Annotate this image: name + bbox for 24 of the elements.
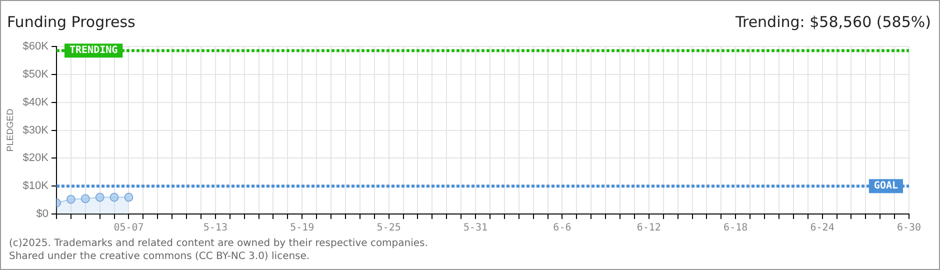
text: Shared under the creative commons (CC BY-NC 3.0) license. bbox=[9, 250, 311, 263]
x-tick-label: 6-30 bbox=[896, 222, 922, 234]
y-tick-label: $40K bbox=[22, 96, 50, 108]
x-tick-label: 5-13 bbox=[203, 222, 228, 234]
x-tick-label: 5-25 bbox=[376, 222, 401, 234]
ref-line-label: TRENDING bbox=[69, 45, 118, 56]
y-tick-label: $20K bbox=[22, 152, 50, 164]
x-tick-label: 6-12 bbox=[636, 222, 661, 234]
x-tick-label: 5-19 bbox=[290, 222, 314, 234]
y-axis-title: PLEDGED bbox=[4, 108, 15, 152]
y-tick-label: $60K bbox=[22, 40, 50, 53]
chart-title: Funding Progress bbox=[7, 13, 136, 31]
text: (c)2025. Trademarks and related content are owned by their respective companies. bbox=[9, 237, 428, 250]
y-tick-label: $50K bbox=[22, 68, 50, 81]
y-tick-label: $0 bbox=[36, 208, 48, 220]
ref-line-label: GOAL bbox=[874, 180, 898, 192]
x-tick-label: 6-24 bbox=[810, 222, 834, 234]
x-tick-label: 6-18 bbox=[724, 222, 748, 234]
x-tick-label: 6-6 bbox=[553, 222, 572, 234]
y-tick-label: $30K bbox=[22, 124, 50, 136]
y-tick-label: $10K bbox=[22, 180, 50, 192]
text: Trending: $58,560 (585%) bbox=[736, 13, 931, 31]
x-tick-label: 05-07 bbox=[114, 222, 144, 234]
x-tick-label: 5-31 bbox=[463, 222, 488, 234]
